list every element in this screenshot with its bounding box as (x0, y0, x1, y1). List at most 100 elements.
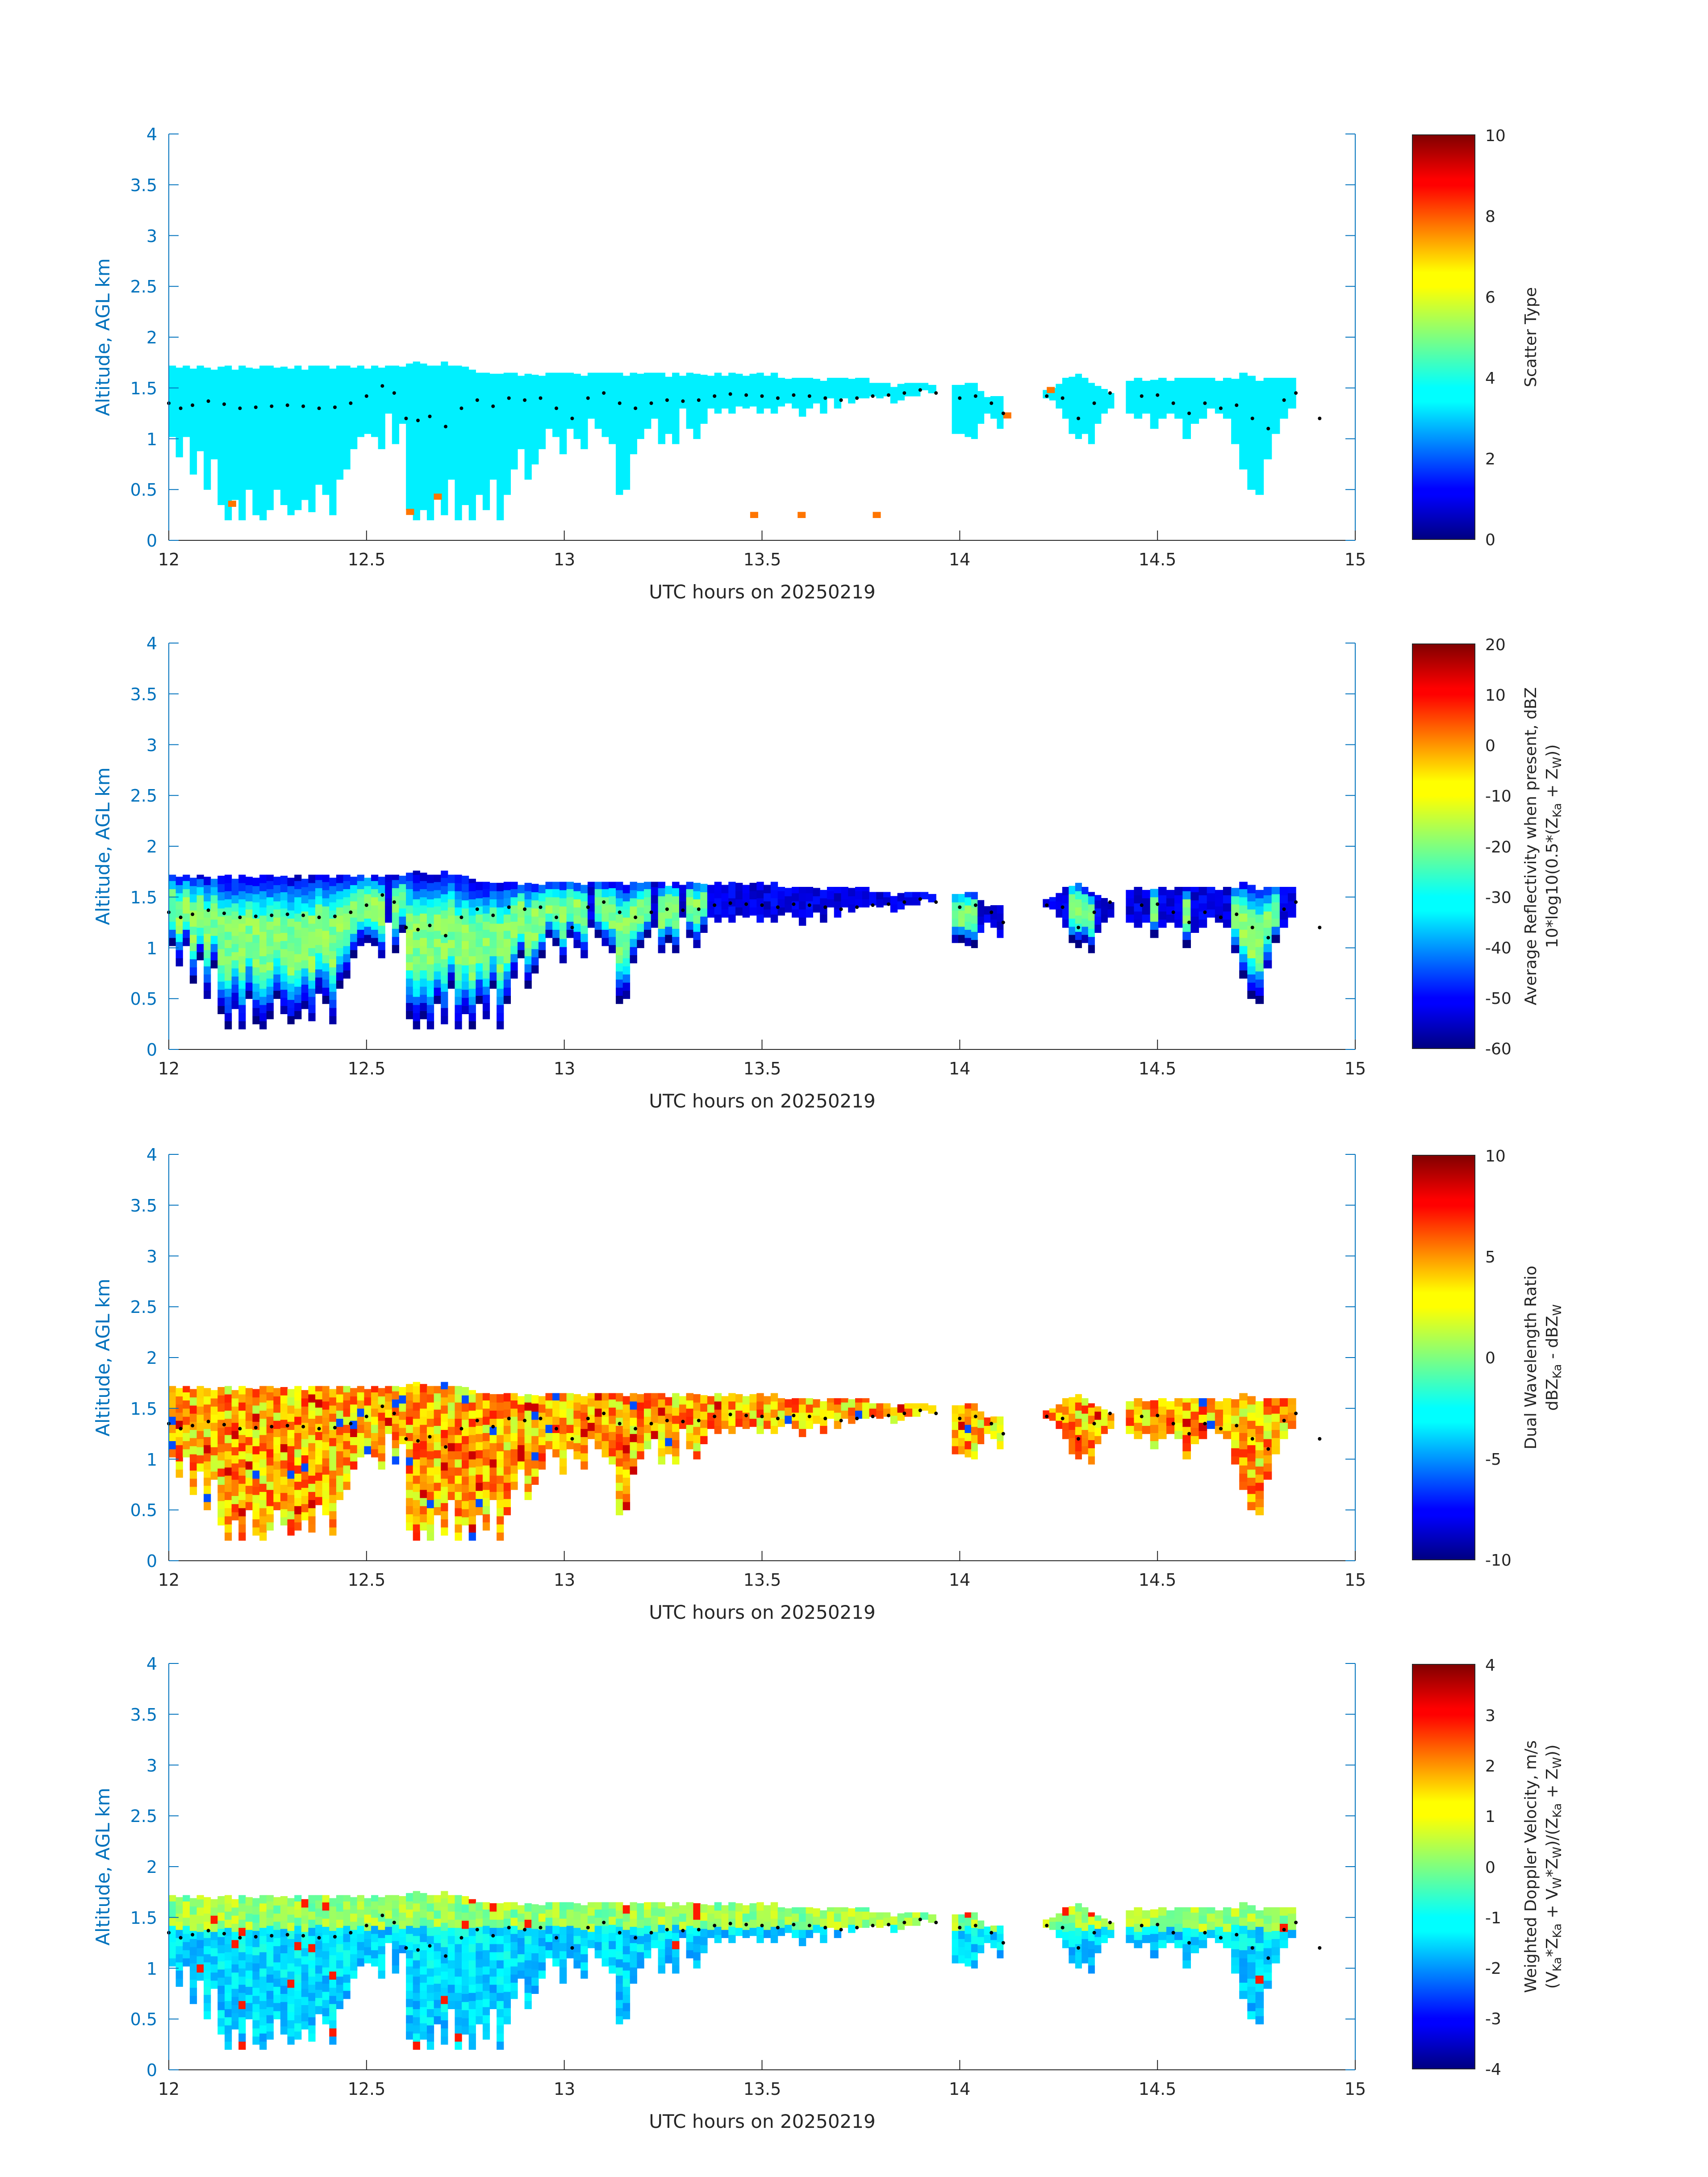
heatmap-cell (1182, 422, 1191, 431)
heatmap-cell (204, 376, 211, 384)
heatmap-cell (869, 383, 877, 389)
heatmap-cell (322, 987, 330, 996)
heatmap-cell (329, 1405, 337, 1414)
heatmap-cell (322, 470, 330, 479)
heatmap-cell (798, 909, 806, 918)
heatmap-cell (510, 404, 518, 413)
melting-layer-dot (539, 396, 543, 400)
heatmap-cell (965, 383, 972, 389)
heatmap-cell (343, 874, 351, 881)
heatmap-cell (406, 437, 413, 445)
heatmap-cell (413, 1516, 420, 1525)
heatmap-cell (301, 426, 309, 435)
heatmap-cell (468, 369, 476, 374)
heatmap-cell (559, 930, 567, 939)
heatmap-cell (489, 980, 497, 989)
heatmap-cell (977, 1436, 985, 1444)
heatmap-cell (489, 430, 497, 439)
heatmap-cell (468, 1475, 476, 1484)
heatmap-cell (984, 1425, 991, 1434)
heatmap-cell (1101, 1409, 1108, 1418)
heatmap-cell (482, 453, 490, 462)
heatmap-cell (497, 882, 504, 891)
melting-layer-dot (1294, 391, 1298, 395)
heatmap-cell (455, 1443, 462, 1451)
heatmap-cell (1142, 890, 1151, 898)
heatmap-cell (622, 1429, 631, 1437)
heatmap-cell (336, 882, 344, 891)
heatmap-cell (462, 1395, 469, 1404)
heatmap-cell (971, 915, 978, 924)
heatmap-cell (399, 1928, 406, 1937)
heatmap-cell (343, 461, 351, 470)
heatmap-cell (468, 1984, 476, 1993)
heatmap-cell (336, 1394, 344, 1403)
heatmap-cell (322, 397, 330, 405)
heatmap-cell (587, 919, 595, 928)
heatmap-cell (735, 899, 743, 908)
heatmap-cell (637, 1451, 644, 1460)
heatmap-cell (594, 905, 602, 914)
heatmap-cell (855, 390, 863, 399)
heatmap-cell (287, 1955, 295, 1964)
heatmap-cell (308, 948, 316, 957)
heatmap-cell (1239, 945, 1248, 954)
heatmap-cell (693, 882, 701, 891)
heatmap-cell (580, 1437, 588, 1446)
heatmap-cell (622, 982, 631, 991)
heatmap-cell (426, 1021, 434, 1030)
heatmap-cell (266, 1386, 274, 1392)
heatmap-cell (489, 915, 497, 924)
heatmap-cell (971, 1426, 978, 1435)
heatmap-cell (813, 387, 820, 396)
heatmap-cell (616, 1450, 623, 1458)
heatmap-cell (329, 442, 337, 451)
heatmap-cell (210, 386, 218, 394)
heatmap-cell (322, 995, 330, 1004)
heatmap-cell (1263, 903, 1272, 912)
heatmap-cell (392, 371, 399, 379)
heatmap-cell (806, 909, 813, 918)
heatmap-cell (1182, 430, 1191, 439)
heatmap-cell (482, 1902, 490, 1910)
heatmap-cell (210, 443, 218, 451)
heatmap-cell (1088, 912, 1095, 921)
heatmap-cell (1062, 1406, 1069, 1415)
heatmap-cell (245, 893, 253, 902)
heatmap-cell (1231, 928, 1240, 937)
heatmap-cell (426, 1386, 434, 1395)
heatmap-cell (287, 918, 295, 927)
heatmap-cell (183, 1958, 190, 1967)
heatmap-cell (573, 940, 581, 949)
heatmap-cell (371, 874, 379, 881)
heatmap-cell (350, 1921, 358, 1930)
heatmap-cell (426, 447, 434, 455)
heatmap-cell (322, 1926, 330, 1935)
heatmap-cell (644, 1416, 651, 1425)
heatmap-cell (357, 372, 364, 380)
heatmap-cell (204, 1946, 211, 1955)
heatmap-cell (294, 453, 302, 462)
heatmap-cell (455, 1943, 462, 1952)
heatmap-cell (503, 1466, 511, 1475)
heatmap-cell (971, 1451, 978, 1460)
heatmap-cell (273, 941, 281, 950)
heatmap-cell (468, 2009, 476, 2018)
heatmap-cell (385, 389, 393, 397)
heatmap-cell (1082, 384, 1089, 393)
heatmap-cell (406, 1408, 413, 1417)
heatmap-cell (426, 398, 434, 407)
heatmap-cell (616, 372, 623, 381)
heatmap-cell (1247, 441, 1256, 449)
heatmap-cell (462, 916, 469, 925)
heatmap-cell (231, 936, 239, 944)
heatmap-cell (252, 2020, 260, 2029)
heatmap-cell (580, 1453, 588, 1462)
heatmap-cell (399, 1419, 406, 1428)
heatmap-cell (287, 943, 295, 951)
heatmap-cell (462, 391, 469, 400)
heatmap-cell (252, 1454, 260, 1462)
heatmap-cell (329, 1437, 337, 1446)
heatmap-cell (1094, 1411, 1102, 1420)
heatmap-cell (497, 495, 504, 504)
